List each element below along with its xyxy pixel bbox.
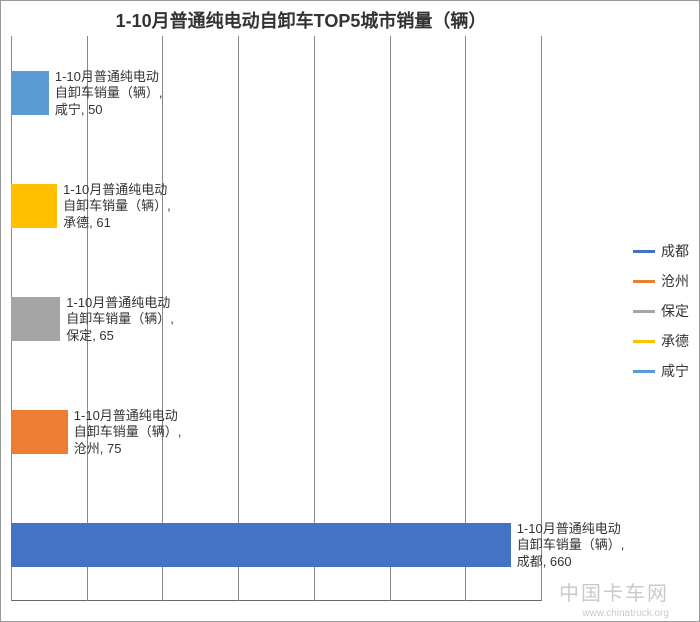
legend-item-咸宁: 咸宁 xyxy=(633,361,689,381)
legend-swatch xyxy=(633,250,655,253)
legend-swatch xyxy=(633,310,655,313)
legend-label: 沧州 xyxy=(661,271,689,291)
gridline xyxy=(541,36,542,601)
gridline xyxy=(314,36,315,601)
legend-item-沧州: 沧州 xyxy=(633,271,689,291)
watermark-sub: www.chinatruck.org xyxy=(582,608,669,619)
data-label-咸宁: 1-10月普通纯电动自卸车销量（辆）,咸宁, 50 xyxy=(55,69,163,120)
x-axis-baseline xyxy=(11,600,541,601)
data-label-保定: 1-10月普通纯电动自卸车销量（辆）,保定, 65 xyxy=(66,295,174,346)
data-label-承德: 1-10月普通纯电动自卸车销量（辆）,承德, 61 xyxy=(63,182,171,233)
gridline xyxy=(465,36,466,601)
data-label-沧州: 1-10月普通纯电动自卸车销量（辆）,沧州, 75 xyxy=(74,408,182,459)
legend-swatch xyxy=(633,370,655,373)
legend-label: 承德 xyxy=(661,331,689,351)
bar-成都 xyxy=(11,523,511,567)
legend-swatch xyxy=(633,280,655,283)
legend-label: 咸宁 xyxy=(661,361,689,381)
legend-label: 成都 xyxy=(661,241,689,261)
legend-item-成都: 成都 xyxy=(633,241,689,261)
plot-area: 1-10月普通纯电动自卸车销量（辆）,成都, 6601-10月普通纯电动自卸车销… xyxy=(11,36,541,601)
data-label-成都: 1-10月普通纯电动自卸车销量（辆）,成都, 660 xyxy=(517,521,625,572)
gridline xyxy=(390,36,391,601)
legend-swatch xyxy=(633,340,655,343)
legend-item-保定: 保定 xyxy=(633,301,689,321)
bar-承德 xyxy=(11,184,57,228)
legend-label: 保定 xyxy=(661,301,689,321)
gridline xyxy=(238,36,239,601)
chart-container: 1-10月普通纯电动自卸车TOP5城市销量（辆） 1-10月普通纯电动自卸车销量… xyxy=(0,0,700,622)
legend-item-承德: 承德 xyxy=(633,331,689,351)
bar-沧州 xyxy=(11,410,68,454)
bar-咸宁 xyxy=(11,71,49,115)
chart-title: 1-10月普通纯电动自卸车TOP5城市销量（辆） xyxy=(1,7,601,33)
watermark-main: 中国卡车网 xyxy=(559,577,669,606)
legend: 成都沧州保定承德咸宁 xyxy=(633,241,689,391)
bar-保定 xyxy=(11,297,60,341)
